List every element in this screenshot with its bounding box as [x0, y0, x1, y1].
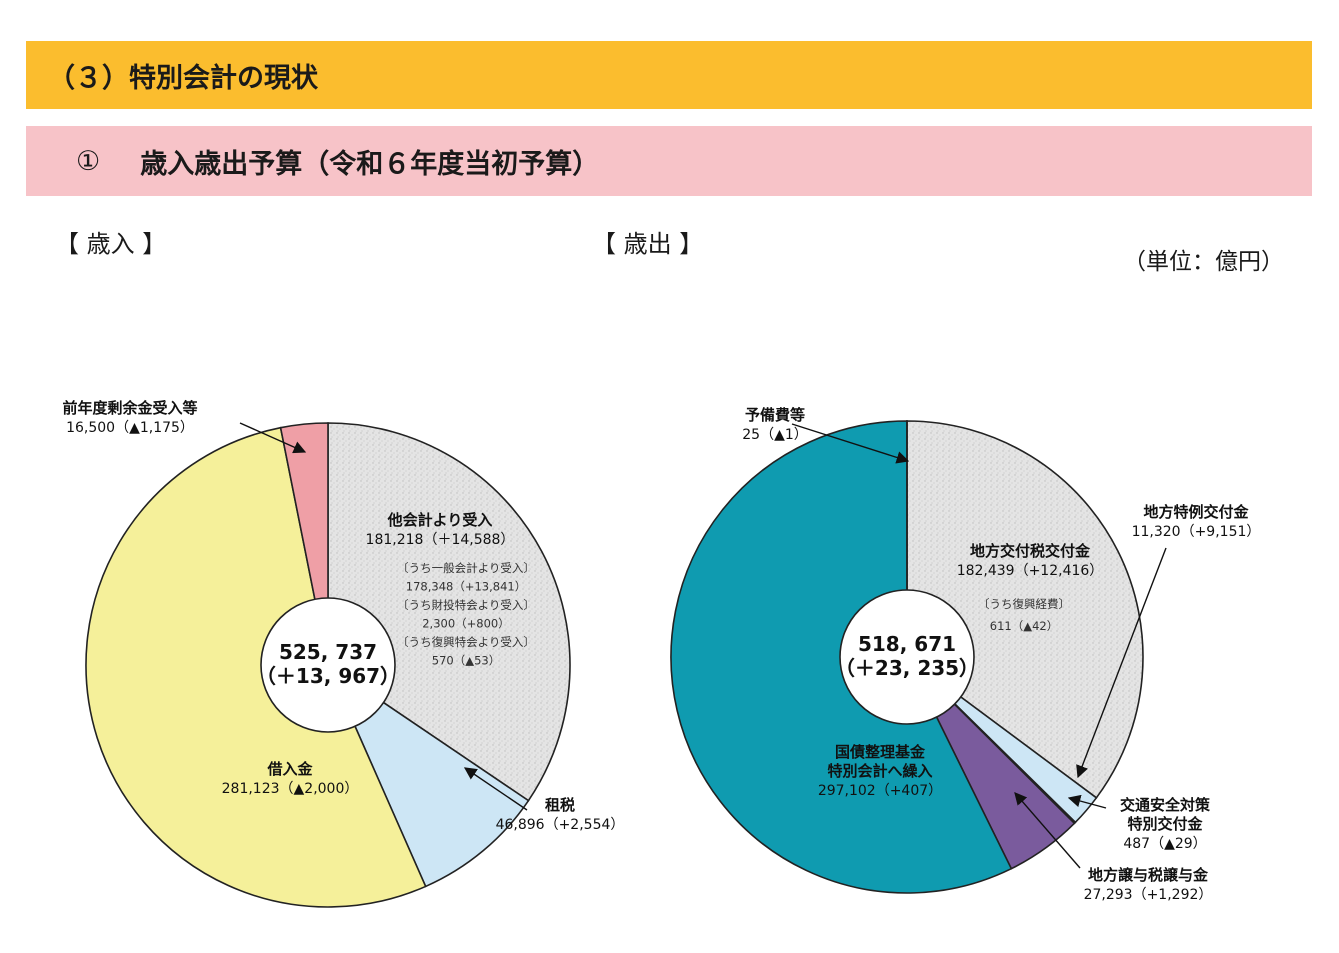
slice-value-kokusai: 297,102（+407）: [818, 783, 942, 799]
expenditure-heading: 【 歳出 】: [592, 230, 704, 258]
slice-label-tak: 他会計より受入: [387, 511, 493, 529]
slice-label-kokusai: 特別会計へ繰入: [827, 762, 932, 780]
slice-value-tokurei: 11,320（+9,151）: [1132, 524, 1261, 540]
slice-value-chiho: 182,439（+12,416）: [957, 563, 1104, 579]
slice-label-kotsu: 交通安全対策: [1120, 796, 1211, 814]
pie-center-label: 525, 737: [279, 640, 377, 664]
slice-note-tak: 〔うち財投特会より受入〕: [397, 598, 535, 612]
slice-value-sozei: 46,896（+2,554）: [496, 817, 625, 833]
subsection-title: 歳入歳出予算（令和６年度当初予算）: [140, 148, 600, 180]
leader-arrow-tokurei: [1076, 547, 1167, 779]
slice-label-zennendo: 前年度剰余金受入等: [62, 399, 197, 417]
leader-arrow-sozei: [463, 767, 528, 811]
pie-slice-tak: [327, 422, 571, 802]
slice-value-yobi: 25（▲1）: [742, 427, 808, 443]
slice-note-tak: 〔うち一般会計より受入〕: [397, 561, 535, 575]
slice-note-tak: 570（▲53）: [432, 654, 500, 668]
slice-note-tak: 2,300（+800）: [422, 617, 510, 631]
pie-slice-sozei: [326, 662, 530, 888]
pie-slice-chiho: [906, 420, 1144, 799]
leader-arrow-joyo: [1014, 792, 1081, 869]
leader-arrow-kotsu: [1067, 794, 1107, 809]
slice-note-chiho: 〔うち復興経費〕: [978, 597, 1070, 611]
slice-note-tak: 178,348（+13,841）: [406, 580, 526, 594]
slice-note-chiho: 611（▲42）: [990, 619, 1058, 633]
section-title: （３）特別会計の現状: [26, 41, 1312, 109]
slice-label-kokusai: 国債整理基金: [835, 743, 926, 761]
pie-center-hole: [839, 589, 975, 725]
leader-arrow-zennendo: [239, 422, 307, 454]
slice-label-joyo: 地方譲与税譲与金: [1088, 866, 1209, 884]
unit-label: （単位：億円）: [1123, 249, 1284, 275]
pie-slice-shakunyu: [85, 426, 427, 908]
revenue-heading: 【 歳入 】: [55, 230, 167, 258]
slice-value-joyo: 27,293（+1,292）: [1084, 887, 1213, 903]
slice-value-kotsu: 487（▲29）: [1123, 836, 1206, 852]
expenditure-pie-chart: 518, 671（＋23, 235） 地方交付税交付金 182,439（+12,41…: [670, 406, 1261, 903]
pie-center-label: （＋13, 967）: [256, 664, 400, 688]
revenue-pie-chart: 525, 737（＋13, 967） 他会計より受入 181,218（＋14,588…: [62, 399, 625, 908]
slice-label-shakunyu: 借入金: [266, 760, 313, 778]
subsection-bar: ① 歳入歳出予算（令和６年度当初予算）: [26, 126, 1312, 196]
pie-center-label: （＋23, 235）: [835, 656, 979, 680]
slice-value-zennendo: 16,500（▲1,175）: [66, 420, 194, 436]
pie-center-label: 518, 671: [858, 632, 956, 656]
slice-label-yobi: 予備費等: [745, 406, 805, 424]
slice-note-tak: 〔うち復興特会より受入〕: [397, 635, 535, 649]
slice-label-tokurei: 地方特例交付金: [1143, 503, 1249, 521]
slice-value-tak: 181,218（＋14,588）: [366, 532, 515, 548]
slice-label-chiho: 地方交付税交付金: [970, 542, 1091, 560]
slice-label-sozei: 租税: [545, 796, 575, 814]
leader-arrow-yobi: [791, 423, 910, 464]
pie-center-hole: [260, 597, 396, 733]
subsection-number: ①: [76, 145, 101, 177]
slice-value-shakunyu: 281,123（▲2,000）: [222, 781, 359, 797]
slice-label-kotsu: 特別交付金: [1127, 815, 1203, 833]
